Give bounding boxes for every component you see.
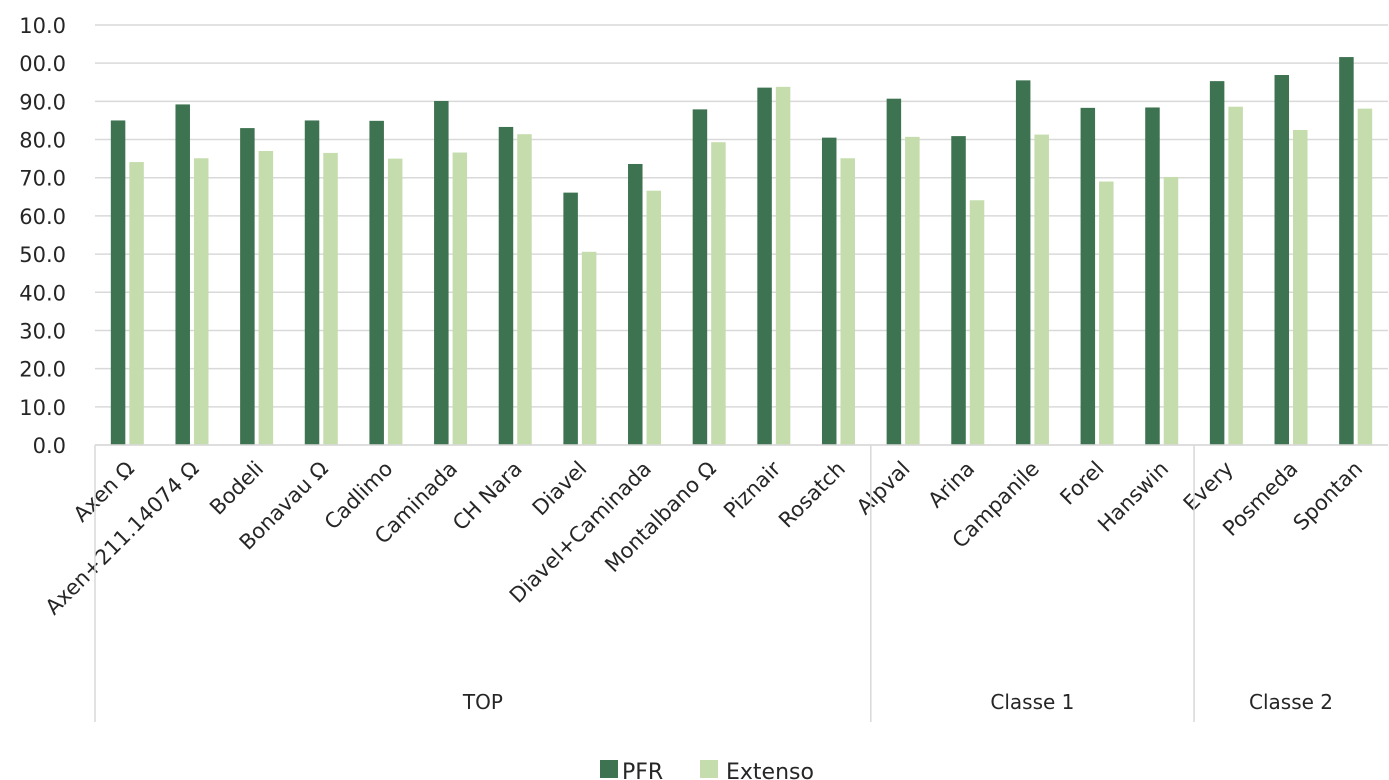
group-label: Classe 1 <box>990 690 1074 714</box>
legend-swatch-extenso <box>700 760 718 778</box>
bar-extenso <box>129 162 144 445</box>
x-tick-label: Spontan <box>1289 457 1368 536</box>
group-label: Classe 2 <box>1249 690 1333 714</box>
y-tick-label: 90.0 <box>19 90 66 114</box>
bar-extenso <box>517 134 532 445</box>
y-tick-label: 0.0 <box>33 434 66 458</box>
legend: PFR Extenso <box>600 760 814 780</box>
bar-extenso <box>711 142 726 445</box>
bar-pfr <box>175 104 190 445</box>
bar-pfr <box>692 109 708 445</box>
bar-pfr <box>434 100 449 446</box>
x-tick-label: Forel <box>1056 457 1109 510</box>
x-tick-label: Hanswin <box>1093 457 1173 537</box>
bar-extenso <box>775 86 791 445</box>
bar-extenso <box>258 151 274 445</box>
y-tick-label: 20.0 <box>19 358 66 382</box>
bar-extenso <box>646 190 662 445</box>
group-label: TOP <box>462 690 503 714</box>
y-tick-label: 10.0 <box>19 14 66 38</box>
bar-extenso <box>1228 106 1243 445</box>
bar-pfr <box>369 120 384 445</box>
bar-extenso <box>1357 108 1373 446</box>
bar-extenso <box>581 251 597 445</box>
legend-label-extenso: Extenso <box>726 760 814 780</box>
bar-extenso <box>452 152 468 445</box>
bar-pfr <box>757 87 772 446</box>
y-tick-label: 50.0 <box>19 243 66 267</box>
y-tick-label: 40.0 <box>19 281 66 305</box>
y-tick-label: 00.0 <box>19 52 66 76</box>
x-tick-label: Every <box>1179 457 1238 516</box>
bar-pfr <box>1080 107 1096 445</box>
bar-pfr <box>951 136 966 446</box>
y-axis: 0.0 10.0 20.0 30.0 40.0 50.0 60.0 70.0 80.0 90.0 0… <box>19 14 66 458</box>
y-tick-label: 30.0 <box>19 319 66 343</box>
bar-pfr <box>1339 57 1354 446</box>
bar-extenso <box>1163 176 1179 446</box>
bar-extenso <box>1293 130 1308 445</box>
gridlines <box>95 24 1388 446</box>
bar-pfr <box>628 163 643 445</box>
bar-pfr <box>1209 81 1225 446</box>
bar-pfr <box>1145 107 1160 446</box>
x-tick-label: Diavel <box>528 457 592 521</box>
bar-extenso <box>1099 181 1114 445</box>
bar-pfr <box>304 120 320 446</box>
y-tick-label: 70.0 <box>19 167 66 191</box>
legend-label-pfr: PFR <box>622 760 663 780</box>
y-tick-label: 60.0 <box>19 205 66 229</box>
y-tick-label: 80.0 <box>19 129 66 153</box>
bars <box>110 57 1373 446</box>
bar-pfr <box>1274 75 1290 445</box>
bar-pfr <box>886 98 902 445</box>
bar-pfr <box>821 137 837 446</box>
bar-pfr <box>1015 80 1031 445</box>
x-tick-label: Montalbano Ω <box>600 457 720 577</box>
bar-extenso <box>387 158 403 446</box>
x-tick-label: CH Nara <box>448 457 527 536</box>
bar-extenso <box>193 158 209 445</box>
x-tick-label: Bodeli <box>205 457 268 520</box>
y-tick-label: 10.0 <box>19 396 66 420</box>
bar-extenso <box>1034 134 1049 445</box>
bar-pfr <box>240 128 255 445</box>
bar-extenso <box>323 152 338 445</box>
bar-pfr <box>563 192 578 445</box>
bar-pfr <box>498 126 514 445</box>
bar-extenso <box>840 158 855 445</box>
bar-extenso <box>905 136 920 445</box>
bar-pfr <box>110 120 126 446</box>
x-tick-label: Rosatch <box>774 457 850 533</box>
bar-extenso <box>969 200 985 445</box>
x-tick-label: Arina <box>923 457 979 513</box>
x-tick-label: Alpval <box>852 457 915 520</box>
legend-swatch-pfr <box>600 760 618 778</box>
